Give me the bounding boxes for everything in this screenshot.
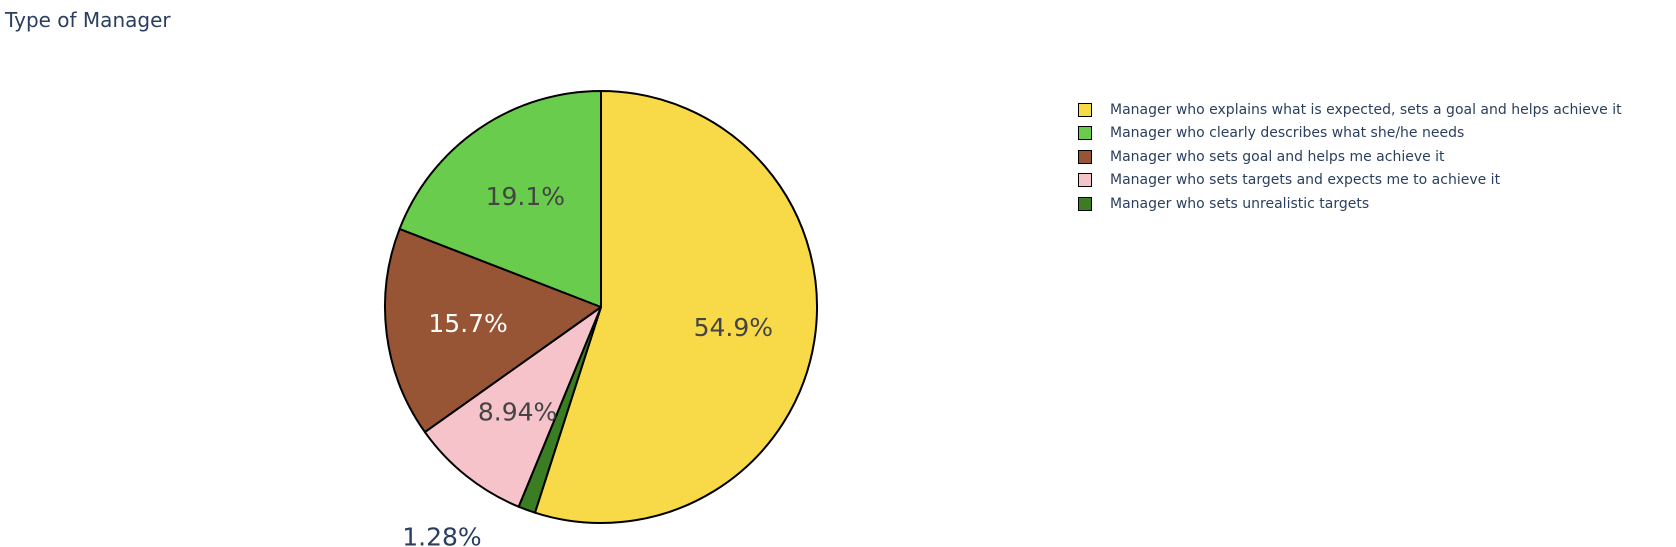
pie-slice[interactable] <box>384 227 602 434</box>
legend-item[interactable]: Manager who sets unrealistic targets <box>1078 192 1622 216</box>
pie-slice[interactable] <box>533 90 818 524</box>
legend-label: Manager who sets unrealistic targets <box>1110 195 1370 212</box>
legend-item[interactable]: Manager who sets goal and helps me achie… <box>1078 145 1622 169</box>
legend-item[interactable]: Manager who clearly describes what she/h… <box>1078 122 1622 146</box>
pie-slice[interactable] <box>398 90 602 308</box>
slice-label: 8.94% <box>478 397 557 426</box>
slice-label: 1.28% <box>402 522 481 547</box>
legend-item[interactable]: Manager who sets targets and expects me … <box>1078 169 1622 193</box>
chart-legend: Manager who explains what is expected, s… <box>1078 98 1622 216</box>
legend-swatch <box>1078 102 1092 117</box>
legend-label: Manager who clearly describes what she/h… <box>1110 125 1465 142</box>
legend-item[interactable]: Manager who explains what is expected, s… <box>1078 98 1622 122</box>
pie-slice[interactable] <box>423 306 602 508</box>
slice-label: 54.9% <box>694 313 773 342</box>
legend-label: Manager who sets goal and helps me achie… <box>1110 148 1445 165</box>
legend-label: Manager who sets targets and expects me … <box>1110 172 1501 189</box>
slice-label: 19.1% <box>486 182 565 211</box>
legend-swatch <box>1078 173 1092 188</box>
chart-title: Type of Manager <box>5 8 171 32</box>
legend-swatch <box>1078 149 1092 164</box>
slice-label: 15.7% <box>428 309 507 338</box>
legend-label: Manager who explains what is expected, s… <box>1110 101 1622 118</box>
legend-swatch <box>1078 196 1092 211</box>
legend-swatch <box>1078 126 1092 141</box>
